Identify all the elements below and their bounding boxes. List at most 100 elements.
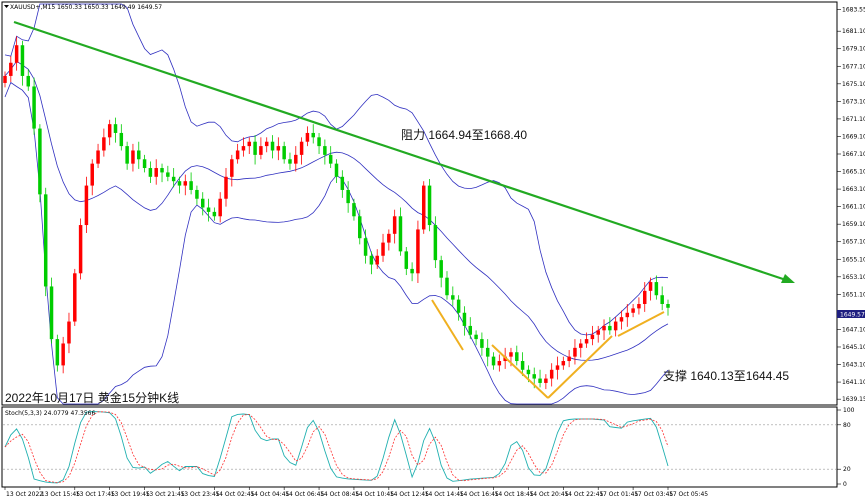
candle-body — [532, 374, 536, 379]
candle-body — [96, 150, 100, 164]
candle-body — [253, 141, 257, 155]
candle-body — [73, 273, 77, 322]
candle-body — [38, 128, 42, 195]
candle-body — [410, 268, 414, 274]
candle-body — [61, 343, 65, 366]
stoch-main-line — [4, 411, 669, 484]
candle-body — [230, 159, 234, 177]
time-tick-label: 13 Oct 15:45 — [41, 491, 80, 498]
candle-body — [462, 312, 467, 326]
candle-body — [206, 207, 211, 212]
price-tick-label: 1639.15 — [842, 396, 865, 403]
candle-body — [148, 168, 153, 177]
time-tick-label: 14 Oct 12:45 — [390, 491, 429, 498]
candle-body — [195, 189, 199, 199]
candle-body — [131, 150, 135, 164]
candle-body — [299, 141, 304, 155]
time-tick-label: 14 Oct 06:45 — [285, 491, 324, 498]
time-tick-label: 13 Oct 2022 — [6, 491, 43, 498]
candle-body — [648, 282, 653, 291]
candle-body — [584, 339, 589, 344]
current-price-tag: 1649.57 — [840, 312, 865, 319]
candle-body — [358, 216, 362, 239]
price-tick-label: 1641.10 — [842, 379, 865, 386]
price-tick-label: 1679.10 — [842, 46, 865, 53]
candle-body — [387, 233, 391, 243]
price-tick-label: 1671.10 — [842, 116, 865, 123]
time-tick-label: 14 Oct 20:45 — [529, 491, 568, 498]
time-tick-label: 13 Oct 19:45 — [111, 491, 150, 498]
candle-body — [276, 146, 281, 151]
time-tick-label: 14 Oct 10:45 — [355, 491, 394, 498]
candle-body — [439, 260, 443, 278]
candle-body — [520, 361, 525, 370]
candle-body — [218, 198, 222, 217]
candle-body — [235, 150, 240, 160]
time-tick-label: 14 Oct 08:45 — [320, 491, 359, 498]
candle-body — [241, 146, 246, 151]
candle-body — [619, 317, 624, 322]
candle-body — [49, 286, 54, 340]
candle-body — [3, 75, 7, 83]
stoch-tick-label: 20 — [843, 466, 851, 473]
symbol-dropdown-icon[interactable] — [4, 5, 9, 8]
candle-body — [445, 277, 449, 296]
candle-body — [154, 168, 158, 177]
candle-body — [55, 339, 60, 366]
price-tick-label: 1669.10 — [842, 133, 865, 140]
resistance-trendline — [13, 20, 787, 282]
stoch-tick-label: 100 — [843, 407, 855, 414]
price-tick-label: 1665.10 — [842, 169, 865, 176]
support-arrow-up — [547, 335, 613, 399]
candle-body — [323, 146, 327, 155]
candle-body — [631, 308, 635, 313]
candle-body — [433, 225, 438, 261]
candle-body — [90, 163, 94, 186]
price-tick-label: 1657.10 — [842, 239, 865, 246]
candle-body — [264, 141, 269, 147]
candle-body — [125, 146, 129, 164]
candle-body — [171, 176, 176, 182]
candle-body — [468, 325, 473, 335]
candle-body — [660, 295, 664, 304]
time-tick-label: 14 Oct 02:45 — [215, 491, 254, 498]
current-price-tag-bg — [837, 310, 865, 318]
candle-body — [14, 45, 19, 63]
candle-body — [84, 185, 89, 226]
price-tick-label: 1647.10 — [842, 326, 865, 333]
bb-middle — [4, 60, 669, 361]
candle-body — [294, 154, 298, 164]
support-arrow-up-right — [617, 311, 665, 337]
candle-body — [549, 369, 554, 379]
candle-body — [259, 146, 263, 155]
chart-caption: 2022年10月17日 黄金15分钟K线 — [5, 390, 179, 405]
candle-body — [334, 163, 339, 177]
time-tick-label: 17 Oct 03:45 — [634, 491, 673, 498]
candle-body — [328, 154, 333, 164]
candle-body — [561, 361, 566, 366]
candle-body — [317, 137, 321, 147]
candle-body — [142, 159, 147, 169]
candle-body — [451, 295, 455, 300]
candle-body — [602, 325, 606, 331]
candle-body — [160, 168, 164, 173]
candle-body — [247, 141, 252, 147]
stoch-frame — [1, 406, 838, 488]
time-tick-label: 13 Oct 21:45 — [146, 491, 185, 498]
time-tick-label: 14 Oct 18:45 — [495, 491, 534, 498]
price-tick-label: 1683.55 — [842, 7, 865, 14]
candle-body — [625, 312, 630, 318]
candle-body — [392, 216, 397, 234]
candle-body — [654, 282, 659, 296]
candle-body — [573, 347, 577, 357]
stoch-lines — [4, 411, 669, 484]
candle-body — [404, 251, 409, 269]
candle-body — [666, 304, 670, 308]
price-tick-label: 1673.10 — [842, 98, 865, 105]
candle-body — [637, 304, 641, 309]
stoch-tick-label: 80 — [843, 422, 851, 429]
price-axis: 1683.55 1681.10 1679.10 1677.10 1675.10 1673.… — [837, 7, 865, 403]
candle-body — [200, 198, 205, 208]
stoch-tick-label: 0 — [843, 481, 847, 488]
